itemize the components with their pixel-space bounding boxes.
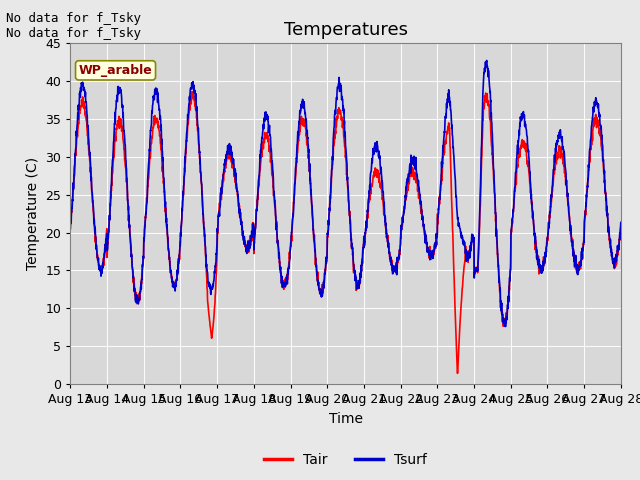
Legend: Tair, Tsurf: Tair, Tsurf [259,447,433,472]
Tair [67,219,74,225]
Tsurf [483,58,490,63]
X-axis label: Time: Time [328,411,363,426]
Text: WP_arable: WP_arable [79,64,152,77]
Tair [569,237,577,242]
Tair [374,174,381,180]
Tsurf [220,167,228,173]
Tair [188,89,196,95]
Y-axis label: Temperature (C): Temperature (C) [26,157,40,270]
Tsurf [362,230,369,236]
Tsurf [506,278,514,284]
Tsurf [67,226,74,231]
Tsurf [502,324,509,329]
Tsurf [584,176,592,181]
Line: Tair: Tair [70,92,621,373]
Tsurf [617,219,625,225]
Tair [617,224,625,229]
Line: Tsurf: Tsurf [70,60,621,326]
Tair [454,371,461,376]
Tsurf [569,246,577,252]
Tair [506,273,514,279]
Title: Temperatures: Temperatures [284,21,408,39]
Tsurf [374,142,381,148]
Text: No data for f_Tsky
No data for f_Tsky: No data for f_Tsky No data for f_Tsky [6,12,141,40]
Tair [584,179,592,185]
Tair [362,231,369,237]
Tair [220,170,228,176]
